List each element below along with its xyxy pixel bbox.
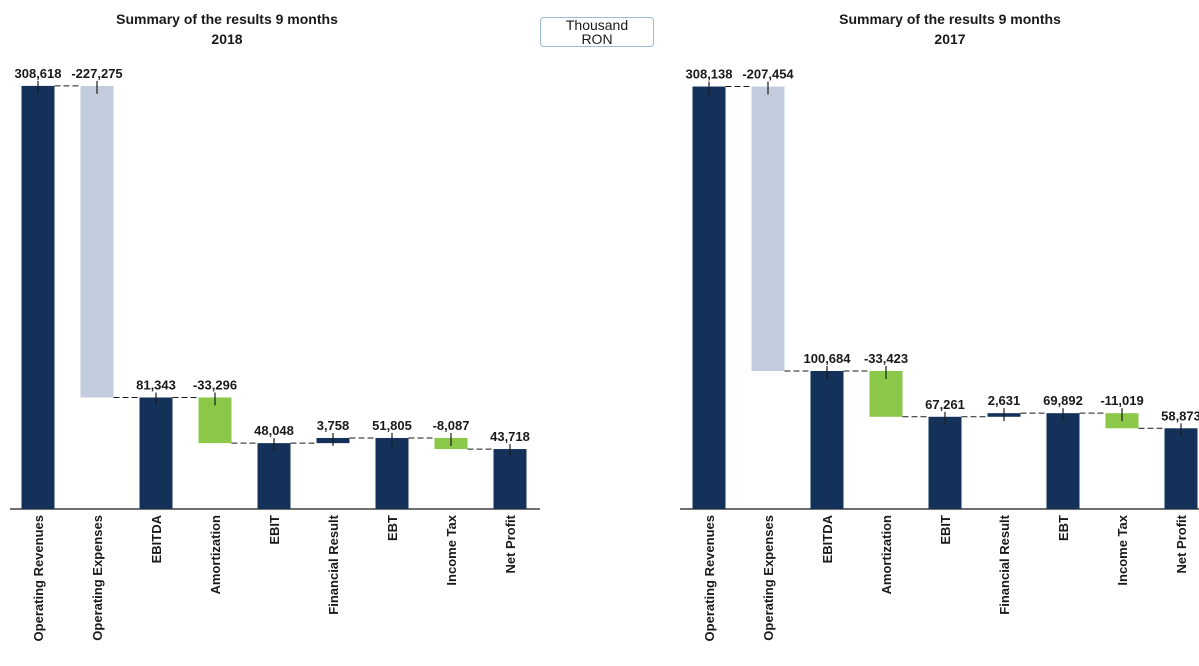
chart-subtitle: 2018 [211, 31, 242, 47]
unit-label-line1: Thousand [565, 17, 629, 33]
category-label-6: EBT [385, 515, 400, 541]
bar-4 [928, 416, 962, 509]
bar-1 [751, 86, 785, 371]
bar-8 [493, 449, 527, 509]
value-label-7: -11,019 [1100, 393, 1143, 408]
category-label-3: Amortization [208, 515, 223, 595]
category-label-1: Operating Expenses [90, 515, 105, 641]
value-label-1: -207,454 [742, 67, 794, 82]
category-label-2: EBITDA [149, 514, 164, 563]
category-label-7: Income Tax [444, 514, 459, 585]
chart-subtitle: 2017 [934, 31, 965, 47]
bar-8 [1164, 428, 1198, 509]
value-label-4: 67,261 [925, 397, 965, 412]
bar-6 [1046, 413, 1080, 509]
value-label-0: 308,618 [15, 66, 62, 81]
unit-label-box: Thousand RON [540, 17, 654, 47]
value-label-0: 308,138 [686, 67, 733, 82]
value-label-5: 2,631 [988, 393, 1021, 408]
value-label-2: 81,343 [136, 377, 176, 392]
value-label-8: 58,873 [1161, 408, 1199, 423]
category-label-1: Operating Expenses [761, 515, 776, 641]
bar-6 [375, 437, 409, 509]
category-label-4: EBIT [938, 515, 953, 545]
chart-title: Summary of the results 9 months [116, 11, 338, 27]
waterfall-chart-2017: Summary of the results 9 months 2017 308… [680, 11, 1199, 641]
category-label-5: Financial Result [326, 514, 341, 614]
category-label-0: Operating Revenues [702, 515, 717, 641]
value-label-5: 3,758 [317, 418, 350, 433]
bar-0 [692, 86, 726, 510]
category-label-8: Net Profit [1174, 514, 1189, 573]
value-label-2: 100,684 [804, 351, 852, 366]
value-label-1: -227,275 [71, 66, 122, 81]
waterfall-chart-2018: Summary of the results 9 months 2018 308… [10, 11, 540, 641]
category-label-6: EBT [1056, 515, 1071, 541]
bar-4 [257, 443, 291, 509]
value-label-8: 43,718 [490, 429, 530, 444]
category-label-4: EBIT [267, 515, 282, 545]
category-label-2: EBITDA [820, 514, 835, 563]
category-label-7: Income Tax [1115, 514, 1130, 585]
chart-title: Summary of the results 9 months [839, 11, 1061, 27]
category-label-5: Financial Result [997, 514, 1012, 614]
value-label-7: -8,087 [433, 418, 470, 433]
value-label-3: -33,296 [193, 377, 237, 392]
category-label-8: Net Profit [503, 514, 518, 573]
bar-2 [810, 370, 844, 509]
bar-2 [139, 397, 173, 509]
value-label-4: 48,048 [254, 423, 294, 438]
category-label-3: Amortization [879, 515, 894, 595]
unit-label-line2: RON [581, 31, 613, 47]
bar-0 [21, 85, 55, 509]
value-label-6: 69,892 [1043, 393, 1083, 408]
value-label-3: -33,423 [864, 351, 908, 366]
value-label-6: 51,805 [372, 418, 412, 433]
bar-1 [80, 85, 114, 398]
category-label-0: Operating Revenues [31, 515, 46, 641]
